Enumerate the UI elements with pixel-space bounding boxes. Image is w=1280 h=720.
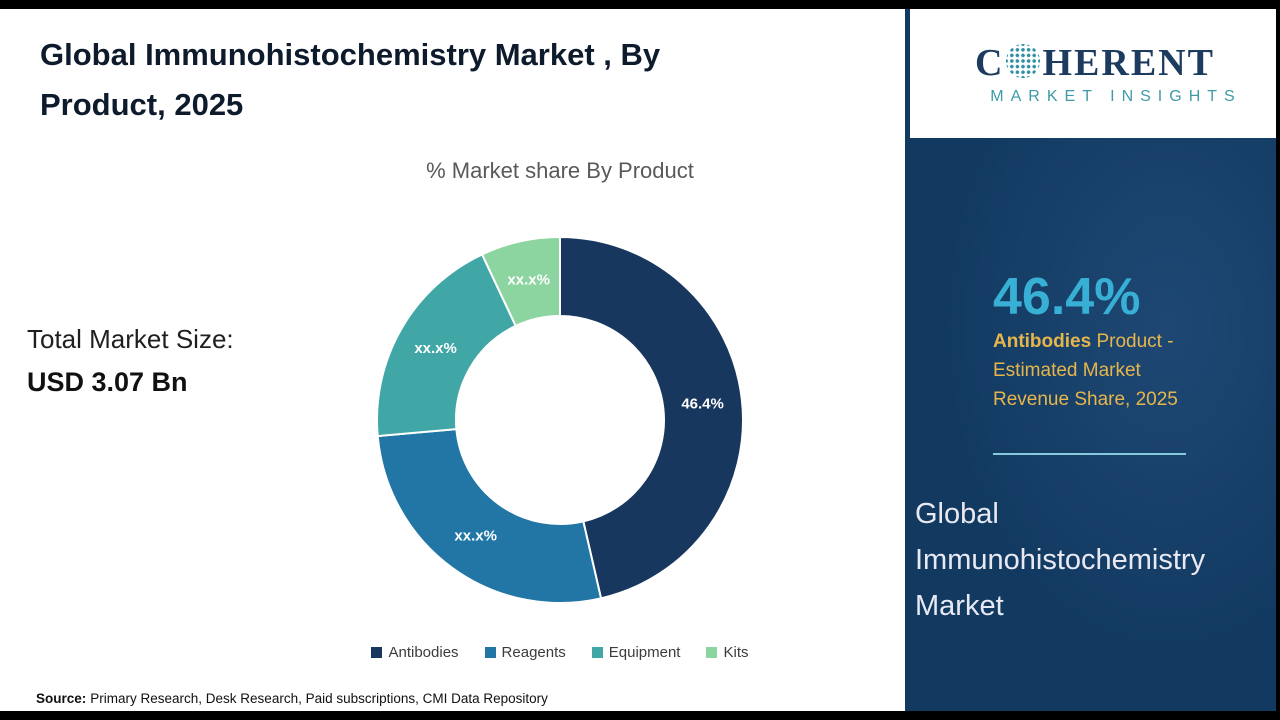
source-line: Source: Primary Research, Desk Research, …: [36, 691, 548, 706]
logo-wordmark: C HERENT: [975, 41, 1215, 85]
legend-item-equipment: Equipment: [591, 644, 681, 661]
legend-label-antibodies: Antibodies: [388, 644, 459, 661]
bottom-border-bar: [0, 711, 1280, 720]
legend-swatch-kits: [706, 647, 718, 658]
donut-segment-reagents: [376, 428, 603, 604]
sidebar: C HERENT MARKET INSIGHTS 46.4% Antibodie…: [905, 9, 1280, 712]
highlight-description-bold: Antibodies: [993, 331, 1092, 352]
top-border-bar: [0, 0, 1280, 9]
highlight-percentage: 46.4%: [993, 268, 1141, 326]
legend-item-antibodies: Antibodies: [371, 644, 459, 661]
right-border-bar: [1276, 0, 1280, 720]
logo-letters-rest: HERENT: [1042, 42, 1215, 84]
source-label: Source:: [36, 691, 87, 706]
legend-item-kits: Kits: [706, 644, 749, 661]
total-market-size-value: USD 3.07 Bn: [27, 367, 188, 397]
donut-label-kits: xx.x%: [507, 272, 550, 289]
donut-label-equipment: xx.x%: [414, 340, 457, 357]
chart-subtitle: % Market share By Product: [426, 158, 694, 183]
source-text: Primary Research, Desk Research, Paid su…: [90, 691, 548, 706]
total-market-size-label: Total Market Size:: [27, 324, 234, 354]
logo-letter-c: C: [975, 42, 1005, 84]
total-market-size-block: Total Market Size: USD 3.07 Bn: [27, 324, 234, 398]
legend-swatch-equipment: [591, 647, 603, 658]
legend-label-reagents: Reagents: [501, 644, 566, 661]
legend-swatch-reagents: [484, 647, 496, 658]
legend-label-equipment: Equipment: [608, 644, 681, 661]
sidebar-divider: [993, 453, 1186, 455]
page-title: Global Immunohistochemistry Market , By …: [40, 37, 661, 122]
donut-label-reagents: xx.x%: [454, 528, 497, 545]
highlight-description: Antibodies Product - Estimated Market Re…: [993, 327, 1211, 414]
company-logo: C HERENT MARKET INSIGHTS: [910, 9, 1280, 138]
donut-segment-equipment: [376, 253, 518, 438]
chart-legend: Antibodies Reagents Equipment Kits: [210, 644, 910, 661]
legend-swatch-antibodies: [371, 647, 383, 658]
globe-icon: [1006, 44, 1041, 78]
logo-subtitle: MARKET INSIGHTS: [990, 88, 1242, 105]
legend-item-reagents: Reagents: [484, 644, 566, 661]
donut-segment-antibodies: [559, 235, 744, 600]
donut-chart: 46.4% xx.x% xx.x% xx.x%: [376, 235, 744, 604]
legend-label-kits: Kits: [723, 644, 749, 661]
donut-segment-kits: [480, 235, 561, 328]
donut-label-antibodies: 46.4%: [681, 395, 724, 412]
highlight-description-rest: Product - Estimated Market Revenue Share…: [993, 331, 1178, 410]
sidebar-report-title: Global Immunohistochemistry Market: [915, 498, 1206, 622]
